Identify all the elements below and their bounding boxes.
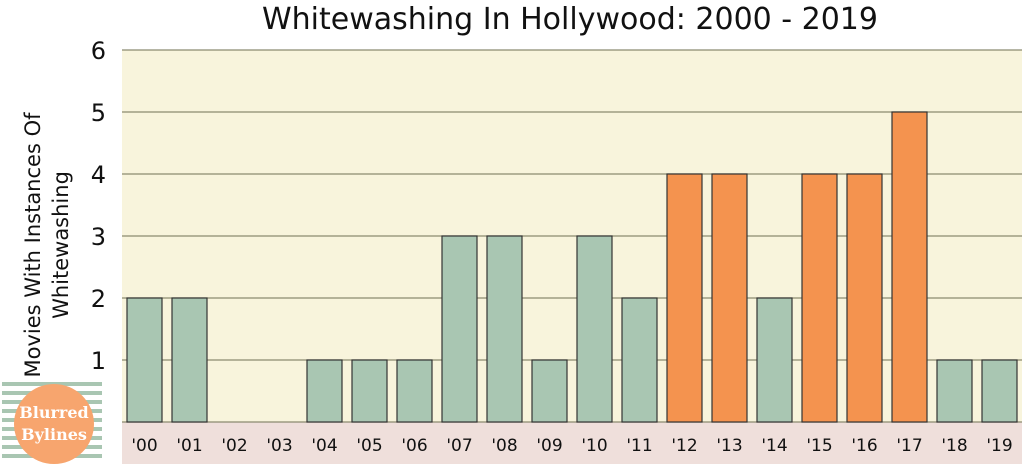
x-tick-label: '09 [536,436,562,456]
bar-13 [711,173,748,423]
bar-10 [576,235,613,423]
x-tick-label: '05 [356,436,382,456]
x-tick-label: '13 [716,436,742,456]
y-axis-title-line-1: Movies With Instances Of [21,112,45,378]
bar-15 [801,173,838,423]
logo-text-line-2: Bylines [21,425,87,444]
bar-11 [621,297,658,423]
blurred-bylines-logo: Blurred Bylines [2,382,102,464]
x-tick-label: '16 [851,436,877,456]
category-axis-band [122,422,1022,464]
bar-08 [486,235,523,423]
y-tick-label: 3 [91,223,106,251]
x-tick-label: '01 [176,436,202,456]
y-tick-label: 6 [91,37,106,65]
bar-06 [396,359,433,423]
x-tick-label: '10 [581,436,607,456]
bar-19 [981,359,1018,423]
x-tick-label: '17 [896,436,922,456]
x-axis-labels: '00 '01 '02 '03 '04 '05 '06 '07 '08 '09 '10 '11 '12 '… [131,436,1012,456]
x-tick-label: '11 [626,436,652,456]
bar-01 [171,297,208,423]
logo-text-line-1: Blurred [19,403,88,422]
x-tick-label: '02 [221,436,247,456]
x-tick-label: '03 [266,436,292,456]
bar-16 [846,173,883,423]
x-tick-label: '14 [761,436,787,456]
x-tick-label: '19 [986,436,1012,456]
bar-18 [936,359,973,423]
x-tick-label: '04 [311,436,337,456]
bar-09 [531,359,568,423]
bar-17 [891,111,928,423]
y-tick-label: 1 [91,347,106,375]
y-axis-title: Movies With Instances Of Whitewashing [21,112,73,378]
x-tick-label: '12 [671,436,697,456]
bar-12 [666,173,703,423]
x-tick-label: '08 [491,436,517,456]
y-axis-title-line-2: Whitewashing [49,171,73,319]
y-axis-ticks: 1 2 3 4 5 6 [91,37,106,375]
bar-14 [756,297,793,423]
x-tick-label: '15 [806,436,832,456]
bar-00 [126,297,163,423]
x-tick-label: '07 [446,436,472,456]
bar-07 [441,235,478,423]
y-tick-label: 4 [91,161,106,189]
bar-05 [351,359,388,423]
x-tick-label: '06 [401,436,427,456]
logo-circle [14,384,94,464]
x-tick-label: '18 [941,436,967,456]
bar-04 [306,359,343,423]
logo-stripe [2,382,102,386]
x-tick-label: '00 [131,436,157,456]
bars [126,111,1018,423]
y-tick-label: 2 [91,285,106,313]
y-tick-label: 5 [91,99,106,127]
chart-title: Whitewashing In Hollywood: 2000 - 2019 [262,2,878,37]
